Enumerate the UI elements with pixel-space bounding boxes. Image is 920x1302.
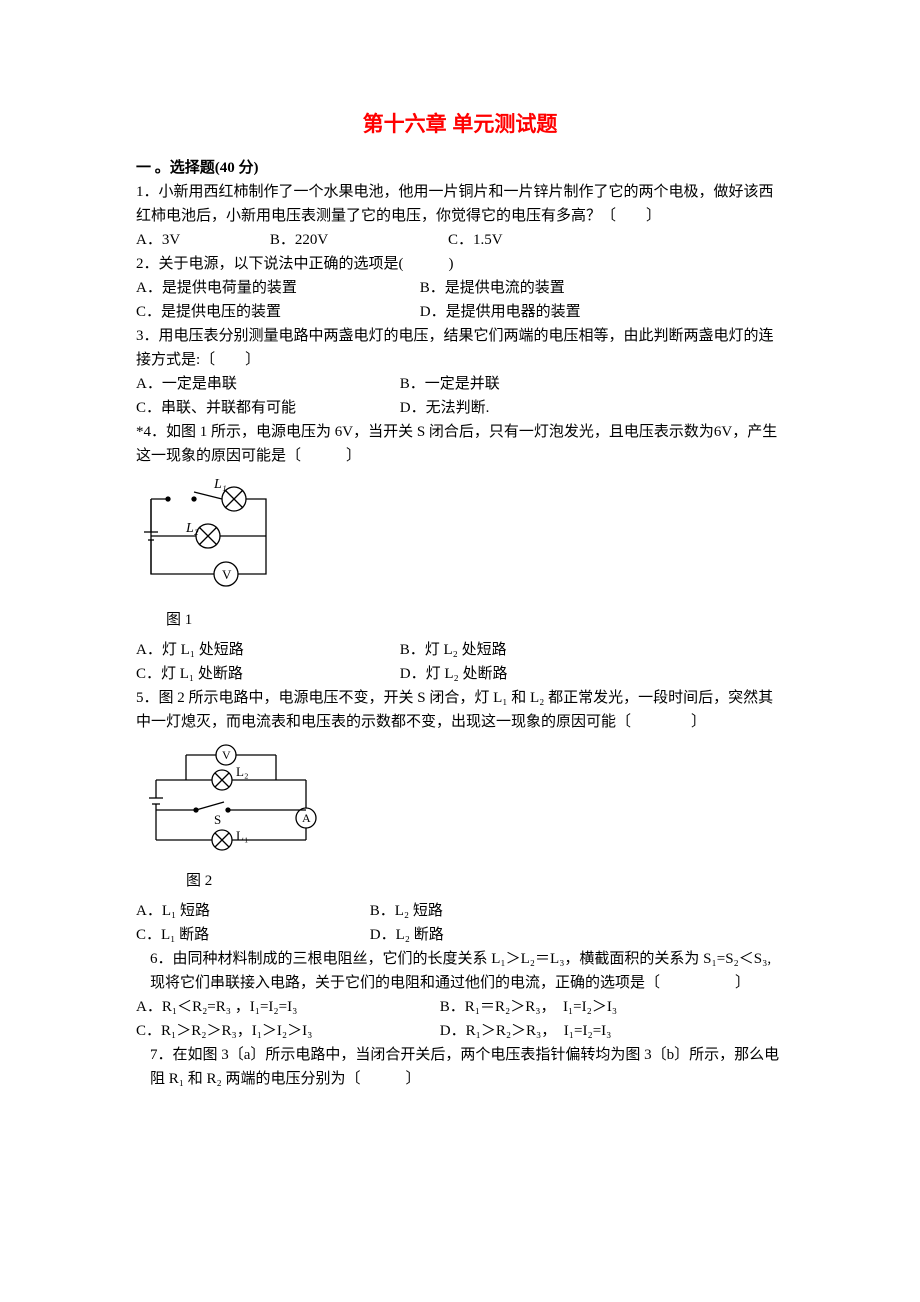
q3-opt-b: B．一定是并联 — [400, 376, 500, 392]
q4-opt-b: B．灯 L₂ 处短路 — [400, 642, 507, 658]
question-4: *4．如图 1 所示，电源电压为 6V，当开关 S 闭合后，只有一灯泡发光，且电… — [136, 420, 784, 468]
section-heading: 一 。选择题(40 分) — [136, 156, 784, 180]
question-7: 7．在如图 3〔a〕所示电路中，当闭合开关后，两个电压表指针偏转均为图 3〔b〕… — [150, 1043, 784, 1091]
q4-opt-d: D．灯 L₂ 处断路 — [400, 666, 508, 682]
figure-2: V L₂ L₁ S A — [136, 740, 336, 865]
question-3-options: A．一定是串联 B．一定是并联 C．串联、并联都有可能 D．无法判断. — [136, 372, 784, 420]
page-title: 第十六章 单元测试题 — [136, 108, 784, 142]
question-2: 2．关于电源，以下说法中正确的选项是( ) — [136, 252, 784, 276]
q6-opt-b: B．R₁＝R₂＞R₃， I₁=I₂＞I₃ — [440, 999, 617, 1015]
question-3: 3．用电压表分别测量电路中两盏电灯的电压，结果它们两端的电压相等，由此判断两盏电… — [136, 324, 784, 372]
figure-2-caption: 图 2 — [186, 869, 784, 893]
fig1-label-l2: L₂ — [185, 521, 199, 536]
q3-opt-d: D．无法判断. — [400, 400, 490, 416]
fig1-label-v: V — [222, 567, 232, 582]
figure-1: L₁ L₂ V — [136, 474, 296, 604]
q5-opt-a: A．L₁ 短路 — [136, 899, 366, 923]
q6-opt-c: C．R₁＞R₂＞R₃，I₁＞I₂＞I₃ — [136, 1019, 436, 1043]
fig2-label-v: V — [222, 748, 231, 762]
q2-opt-d: D．是提供用电器的装置 — [420, 304, 581, 320]
fig1-label-l1: L₁ — [213, 477, 227, 492]
question-5: 5．图 2 所示电路中，电源电压不变，开关 S 闭合，灯 L₁ 和 L₂ 都正常… — [136, 686, 784, 734]
fig2-label-l2: L₂ — [236, 764, 248, 779]
q3-opt-c: C．串联、并联都有可能 — [136, 396, 396, 420]
fig2-label-a: A — [302, 811, 311, 825]
q6-opt-d: D．R₁＞R₂＞R₃， I₁=I₂=I₃ — [440, 1023, 612, 1039]
figure-1-caption: 图 1 — [166, 608, 784, 632]
q5-opt-c: C．L₁ 断路 — [136, 923, 366, 947]
question-1: 1．小新用西红柿制作了一个水果电池，他用一片铜片和一片锌片制作了它的两个电极，做… — [136, 180, 784, 228]
question-4-options: A．灯 L₁ 处短路 B．灯 L₂ 处短路 C．灯 L₁ 处断路 D．灯 L₂ … — [136, 638, 784, 686]
q2-opt-c: C．是提供电压的装置 — [136, 300, 416, 324]
q2-opt-a: A．是提供电荷量的装置 — [136, 276, 416, 300]
question-2-options: A．是提供电荷量的装置 B．是提供电流的装置 C．是提供电压的装置 D．是提供用… — [136, 276, 784, 324]
q3-opt-a: A．一定是串联 — [136, 372, 396, 396]
q4-opt-a: A．灯 L₁ 处短路 — [136, 638, 396, 662]
fig2-label-s: S — [214, 812, 221, 827]
q5-opt-b: B．L₂ 短路 — [370, 903, 443, 919]
q4-opt-c: C．灯 L₁ 处断路 — [136, 662, 396, 686]
question-1-options: A．3V B．220V C．1.5V — [136, 228, 784, 252]
q6-opt-a: A．R₁＜R₂=R₃ ，I₁=I₂=I₃ — [136, 995, 436, 1019]
fig2-label-l1: L₁ — [236, 828, 248, 843]
question-6: 6．由同种材料制成的三根电阻丝，它们的长度关系 L₁＞L₂＝L₃，横截面积的关系… — [150, 947, 784, 995]
q2-opt-b: B．是提供电流的装置 — [420, 280, 565, 296]
q5-opt-d: D．L₂ 断路 — [370, 927, 444, 943]
question-5-options: A．L₁ 短路 B．L₂ 短路 C．L₁ 断路 D．L₂ 断路 — [136, 899, 784, 947]
question-6-options: A．R₁＜R₂=R₃ ，I₁=I₂=I₃ B．R₁＝R₂＞R₃， I₁=I₂＞I… — [136, 995, 784, 1043]
